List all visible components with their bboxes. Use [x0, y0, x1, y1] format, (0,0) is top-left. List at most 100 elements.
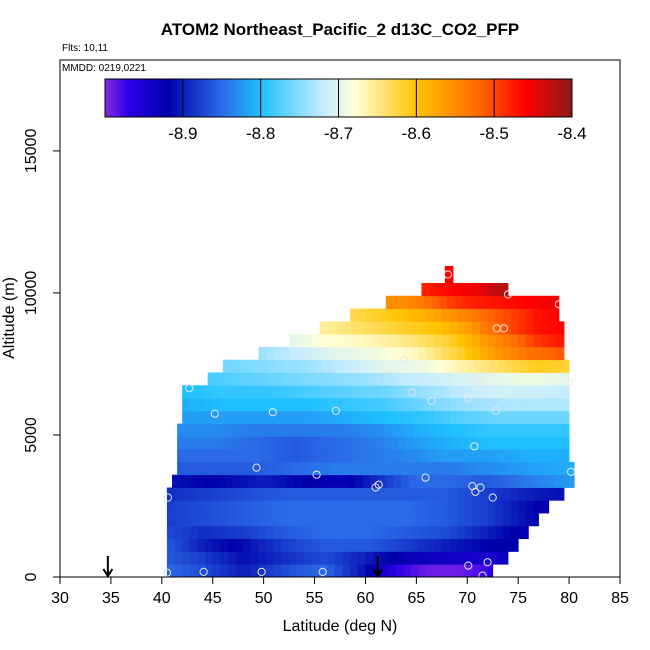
- curtain-cell: [375, 423, 384, 437]
- curtain-cell: [350, 410, 359, 424]
- curtain-cell: [291, 449, 300, 463]
- curtain-cell: [413, 423, 422, 437]
- curtain-cell: [429, 282, 438, 297]
- curtain-cell: [497, 449, 506, 463]
- curtain-cell: [289, 346, 298, 361]
- curtain-cell: [388, 321, 397, 335]
- curtain-cell: [434, 500, 443, 514]
- curtain-cell: [268, 359, 277, 373]
- curtain-cell: [368, 436, 377, 450]
- curtain-cell: [411, 321, 420, 335]
- curtain-cell: [457, 385, 466, 399]
- curtain-cell: [444, 282, 453, 297]
- curtain-cell: [388, 538, 397, 552]
- sample-point: [471, 487, 480, 496]
- curtain-cell: [416, 474, 425, 488]
- curtain-cell: [380, 500, 389, 514]
- curtain-cell: [266, 513, 275, 527]
- curtain-cell: [536, 359, 545, 373]
- curtain-cell: [166, 525, 175, 540]
- curtain-cell: [375, 436, 384, 450]
- curtain-cell: [187, 474, 196, 488]
- curtain-cell: [533, 308, 542, 322]
- curtain-cell: [510, 500, 519, 514]
- curtain-cell: [228, 410, 237, 424]
- curtain-cell: [314, 372, 323, 386]
- curtain-cell: [202, 474, 211, 488]
- curtain-cell: [467, 423, 476, 437]
- curtain-cell: [543, 359, 552, 373]
- x-tick-label: 85: [611, 590, 629, 607]
- curtain-cell: [472, 346, 481, 361]
- curtain-cell: [329, 423, 338, 437]
- altitude-layer: [222, 359, 570, 373]
- curtain-cell: [449, 564, 458, 578]
- curtain-cell: [291, 359, 300, 373]
- curtain-cell: [360, 449, 369, 463]
- curtain-cell: [500, 295, 509, 309]
- curtain-cell: [268, 436, 277, 450]
- x-tick-label: 70: [458, 590, 476, 607]
- curtain-cell: [258, 500, 267, 514]
- curtain-cell: [281, 551, 290, 565]
- curtain-cell: [502, 410, 511, 424]
- curtain-cell: [340, 474, 349, 488]
- curtain-cell: [436, 423, 445, 437]
- curtain-cell: [533, 398, 542, 412]
- curtain-cell: [525, 398, 534, 412]
- curtain-cell: [319, 346, 328, 361]
- curtain-cell: [449, 410, 458, 424]
- curtain-cell: [411, 513, 420, 527]
- curtain-cell: [319, 513, 328, 527]
- curtain-cell: [238, 449, 247, 463]
- curtain-cell: [482, 461, 491, 476]
- curtain-cell: [266, 487, 275, 501]
- curtain-cell: [174, 551, 183, 565]
- curtain-cell: [296, 487, 305, 501]
- curtain-cell: [396, 513, 405, 527]
- curtain-cell: [350, 308, 359, 322]
- curtain-cell: [205, 525, 214, 540]
- curtain-cell: [253, 436, 262, 450]
- curtain-cell: [472, 538, 481, 552]
- curtain-cell: [474, 461, 483, 476]
- altitude-layer: [166, 500, 550, 514]
- sample-point: [427, 396, 436, 405]
- curtain-cell: [319, 538, 328, 552]
- curtain-cell: [464, 398, 473, 412]
- curtain-cell: [543, 436, 552, 450]
- curtain-cell: [200, 423, 209, 437]
- curtain-cell: [480, 525, 489, 540]
- curtain-cell: [329, 372, 338, 386]
- curtain-cell: [238, 359, 247, 373]
- curtain-cell: [553, 474, 562, 488]
- curtain-cell: [434, 513, 443, 527]
- curtain-cell: [520, 359, 529, 373]
- curtain-cell: [396, 551, 405, 565]
- curtain-cell: [426, 308, 435, 322]
- curtain-cell: [449, 308, 458, 322]
- curtain-cell: [266, 385, 275, 399]
- curtain-cell: [523, 474, 532, 488]
- curtain-cell: [444, 461, 453, 476]
- curtain-cell: [441, 321, 450, 335]
- curtain-cell: [543, 461, 552, 476]
- curtain-cell: [314, 423, 323, 437]
- curtain-cell: [426, 551, 435, 565]
- curtain-cell: [541, 308, 550, 322]
- curtain-cell: [528, 372, 537, 386]
- curtain-cell: [357, 525, 366, 540]
- curtain-cell: [510, 487, 519, 501]
- curtain-cell: [452, 423, 461, 437]
- curtain-cell: [477, 295, 486, 309]
- curtain-cell: [304, 564, 313, 578]
- x-axis: 30 35 40 45 50 55 60 65 70 75 80 85: [51, 576, 629, 607]
- curtain-cell: [296, 398, 305, 412]
- curtain-cell: [449, 513, 458, 527]
- curtain-cell: [210, 474, 219, 488]
- curtain-cell: [368, 449, 377, 463]
- curtain-cell: [240, 474, 249, 488]
- curtain-cell: [365, 551, 374, 565]
- curtain-cell: [556, 487, 565, 501]
- curtain-cell: [230, 372, 239, 386]
